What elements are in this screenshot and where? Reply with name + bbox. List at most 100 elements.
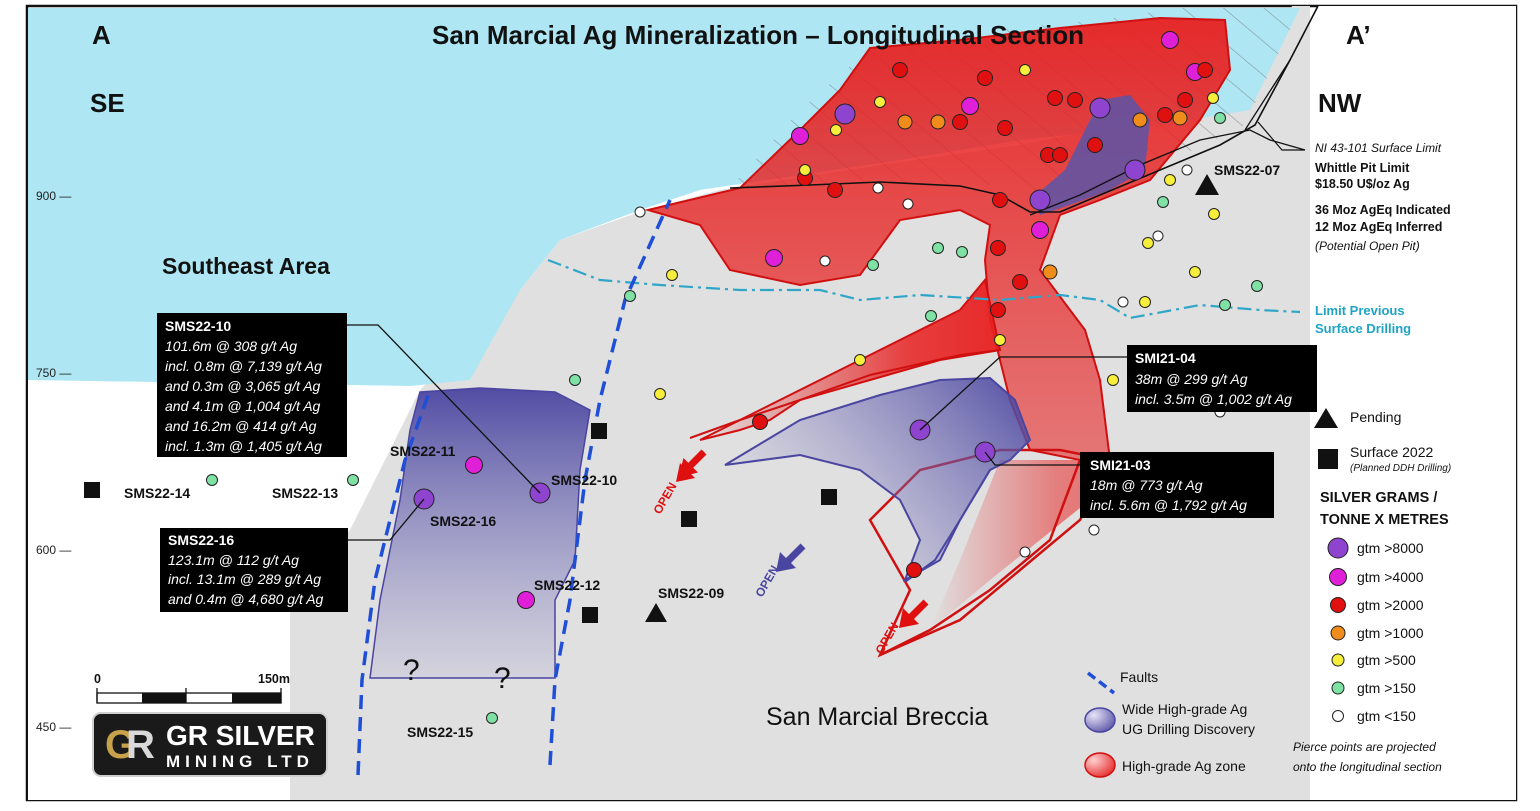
legend-swatch-500 (1331, 653, 1345, 667)
pierce-point (874, 96, 886, 108)
pierce-point (1031, 221, 1049, 239)
legend-heading-1: SILVER GRAMS / (1320, 490, 1437, 506)
legend-swatch-2000 (1330, 597, 1346, 613)
callout-sms22-16: SMS22-16 123.1m @ 112 g/t Ag incl. 13.1m… (160, 528, 348, 612)
direction-se: SE (90, 88, 125, 118)
legend-heading-2: TONNE X METRES (1320, 512, 1449, 528)
callout-line: and 0.3m @ 3,065 g/t Ag (165, 378, 321, 394)
logo-text: GR SILVER (166, 720, 315, 751)
legend-swatch-4000 (1329, 568, 1347, 586)
limit-previous-label-1: Limit Previous (1315, 303, 1405, 318)
pierce-point (994, 334, 1006, 346)
unknown-marker: ? (494, 662, 511, 695)
pierce-point (1117, 296, 1129, 308)
callout-sms22-10: SMS22-10 101.6m @ 308 g/t Ag incl. 0.8m … (157, 313, 347, 457)
pierce-point (569, 374, 581, 386)
pierce-point (961, 97, 979, 115)
limit-previous-label-2: Surface Drilling (1315, 321, 1411, 336)
pierce-point (1251, 280, 1263, 292)
pierce-point (1124, 159, 1146, 181)
planned-holes (84, 174, 1219, 623)
callout-line: incl. 3.5m @ 1,002 g/t Ag (1135, 391, 1292, 407)
inferred-note: 12 Moz AgEq Inferred (1315, 220, 1442, 234)
pierce-point (765, 249, 783, 267)
pierce-point (1047, 90, 1063, 106)
high-grade-trace-b (879, 459, 1082, 657)
grade-legend: SILVER GRAMS / TONNE X METRES gtm >8000 … (1293, 490, 1449, 774)
callout-line: 18m @ 773 g/t Ag (1090, 477, 1203, 493)
label-sms22-11: SMS22-11 (390, 443, 456, 459)
label-sms22-15: SMS22-15 (407, 724, 473, 740)
legend-grade-500: gtm >500 (1357, 652, 1416, 668)
pierce-point (1067, 92, 1083, 108)
pierce-point (819, 255, 831, 267)
callout-line: 123.1m @ 112 g/t Ag (168, 552, 299, 568)
high-grade-legend-icon (1084, 752, 1116, 778)
pending-hole-marker (1195, 174, 1219, 195)
pierce-point (1157, 196, 1169, 208)
legend-swatch-150 (1331, 681, 1345, 695)
pierce-point (997, 120, 1013, 136)
scale-end: 150m (258, 672, 290, 686)
pierce-point (1019, 64, 1031, 76)
surface-limit-line (1029, 129, 1306, 216)
callout-line: incl. 0.8m @ 7,139 g/t Ag (165, 358, 322, 374)
legend-faults: Faults (1120, 669, 1158, 685)
pierce-point (854, 354, 866, 366)
pierce-point (1164, 174, 1176, 186)
pierce-point (347, 474, 359, 486)
pierce-point (654, 388, 666, 400)
label-sms22-16: SMS22-16 (430, 513, 496, 529)
callout-line: 38m @ 299 g/t Ag (1135, 371, 1248, 387)
legend-wide-1: Wide High-grade Ag (1122, 701, 1247, 717)
legend-swatch-lt150 (1332, 710, 1344, 722)
callout-line: and 16.2m @ 414 g/t Ag (165, 418, 317, 434)
logo-mark-g: G (105, 723, 136, 767)
surface-limit-note: NI 43-101 Surface Limit (1315, 141, 1442, 155)
legend-grade-lt150: gtm <150 (1357, 708, 1416, 724)
callout-smi21-04: SMI21-04 38m @ 299 g/t Ag incl. 3.5m @ 1… (1127, 345, 1317, 412)
elev-750: 750 — (36, 366, 71, 380)
pierce-point (827, 182, 843, 198)
pierce-point (1042, 264, 1058, 280)
pierce-point (1189, 266, 1201, 278)
label-sms22-10: SMS22-10 (551, 472, 617, 488)
planned-hole-marker (591, 423, 607, 439)
pierce-point (1172, 110, 1188, 126)
pierce-point (930, 114, 946, 130)
pierce-point (486, 712, 498, 724)
pending-hole-marker (645, 603, 667, 622)
pierce-point (834, 103, 856, 125)
logo-mark-r: R (126, 723, 155, 767)
pierce-point (897, 114, 913, 130)
pierce-point (1161, 31, 1179, 49)
zone-legend: Faults Wide High-grade Ag UG Drilling Di… (1084, 669, 1255, 778)
potential-pit-note: (Potential Open Pit) (1315, 239, 1420, 253)
callout-title: SMI21-03 (1090, 457, 1151, 473)
whittle-note: Whittle Pit Limit (1315, 161, 1410, 175)
fault-line-east (548, 199, 672, 766)
pierce-point (932, 242, 944, 254)
legend-planned: (Planned DDH Drilling) (1350, 463, 1451, 474)
surface-2022-icon (1318, 449, 1338, 469)
legend-grade-8000: gtm >8000 (1357, 540, 1424, 556)
legend-grade-1000: gtm >1000 (1357, 625, 1424, 641)
pierce-point (956, 246, 968, 258)
callout-line: incl. 1.3m @ 1,405 g/t Ag (165, 438, 322, 454)
elev-450: 450 — (36, 720, 71, 734)
pierce-point (925, 310, 937, 322)
pierce-point (952, 114, 968, 130)
pierce-point (906, 562, 922, 578)
legend-surface-2022: Surface 2022 (1350, 444, 1433, 460)
pierce-point (1139, 296, 1151, 308)
legend-symbols: Pending Surface 2022 (Planned DDH Drilli… (1314, 408, 1451, 474)
pierce-point (1142, 237, 1154, 249)
legend-grade-2000: gtm >2000 (1357, 597, 1424, 613)
whittle-price-note: $18.50 U$/oz Ag (1315, 177, 1410, 191)
pierce-point (992, 192, 1008, 208)
pierce-point (1181, 164, 1193, 176)
whittle-pit-line (729, 5, 1319, 213)
pierce-point (1088, 524, 1100, 536)
callout-line: and 0.4m @ 4,680 g/t Ag (168, 591, 324, 607)
